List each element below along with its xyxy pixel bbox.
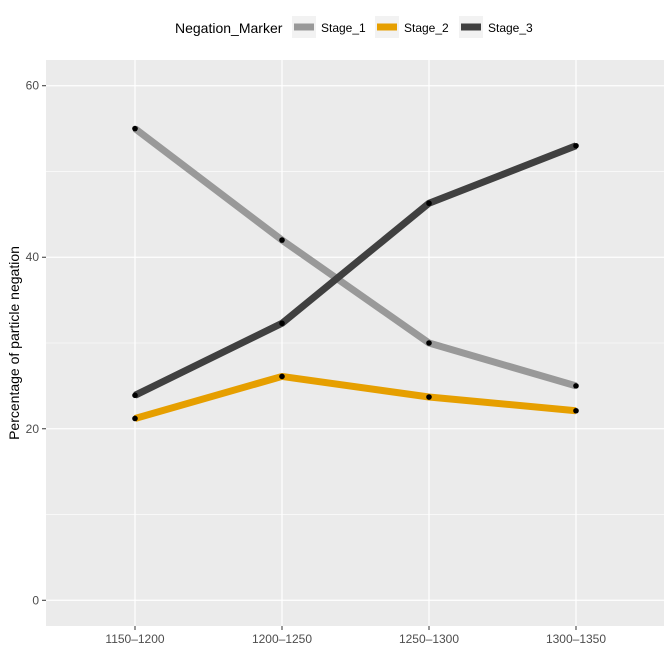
y-axis: 0 20 40 60 bbox=[26, 79, 46, 607]
x-tick-label: 1200–1250 bbox=[252, 632, 312, 646]
y-axis-title: Percentage of particle negation bbox=[6, 246, 22, 440]
x-tick-label: 1150–1200 bbox=[105, 632, 165, 646]
y-tick-label: 40 bbox=[26, 250, 40, 264]
legend-title: Negation_Marker bbox=[175, 20, 283, 36]
legend-label-stage-3: Stage_3 bbox=[488, 21, 533, 35]
data-point-stage-1 bbox=[132, 125, 138, 132]
series-lines bbox=[132, 125, 578, 422]
data-points bbox=[132, 125, 579, 422]
data-point-stage-3 bbox=[279, 320, 285, 327]
series-line-stage-3 bbox=[133, 142, 578, 399]
data-point-stage-3 bbox=[132, 392, 138, 399]
grid bbox=[46, 60, 664, 626]
legend-label-stage-2: Stage_2 bbox=[404, 21, 449, 35]
data-point-stage-2 bbox=[573, 407, 579, 414]
legend-label-stage-1: Stage_1 bbox=[321, 21, 366, 35]
x-tick-label: 1250–1300 bbox=[399, 632, 459, 646]
data-point-stage-2 bbox=[279, 373, 285, 380]
data-point-stage-2 bbox=[132, 415, 138, 422]
series-line-stage-1 bbox=[132, 125, 577, 390]
series-line-stage-2 bbox=[134, 372, 577, 422]
data-point-stage-2 bbox=[426, 394, 432, 400]
y-tick-label: 60 bbox=[26, 79, 40, 93]
legend: Negation_Marker Stage_1 Stage_2 Stage_3 bbox=[175, 16, 533, 38]
y-tick-label: 20 bbox=[26, 422, 40, 436]
data-point-stage-1 bbox=[426, 340, 432, 346]
data-point-stage-1 bbox=[573, 383, 579, 389]
data-point-stage-3 bbox=[573, 142, 579, 149]
data-point-stage-3 bbox=[426, 200, 432, 207]
y-tick-label: 0 bbox=[32, 593, 39, 607]
x-axis: 1150–1200 1200–1250 1250–1300 1300–1350 bbox=[105, 626, 606, 646]
data-point-stage-1 bbox=[279, 237, 285, 243]
x-tick-label: 1300–1350 bbox=[546, 632, 606, 646]
